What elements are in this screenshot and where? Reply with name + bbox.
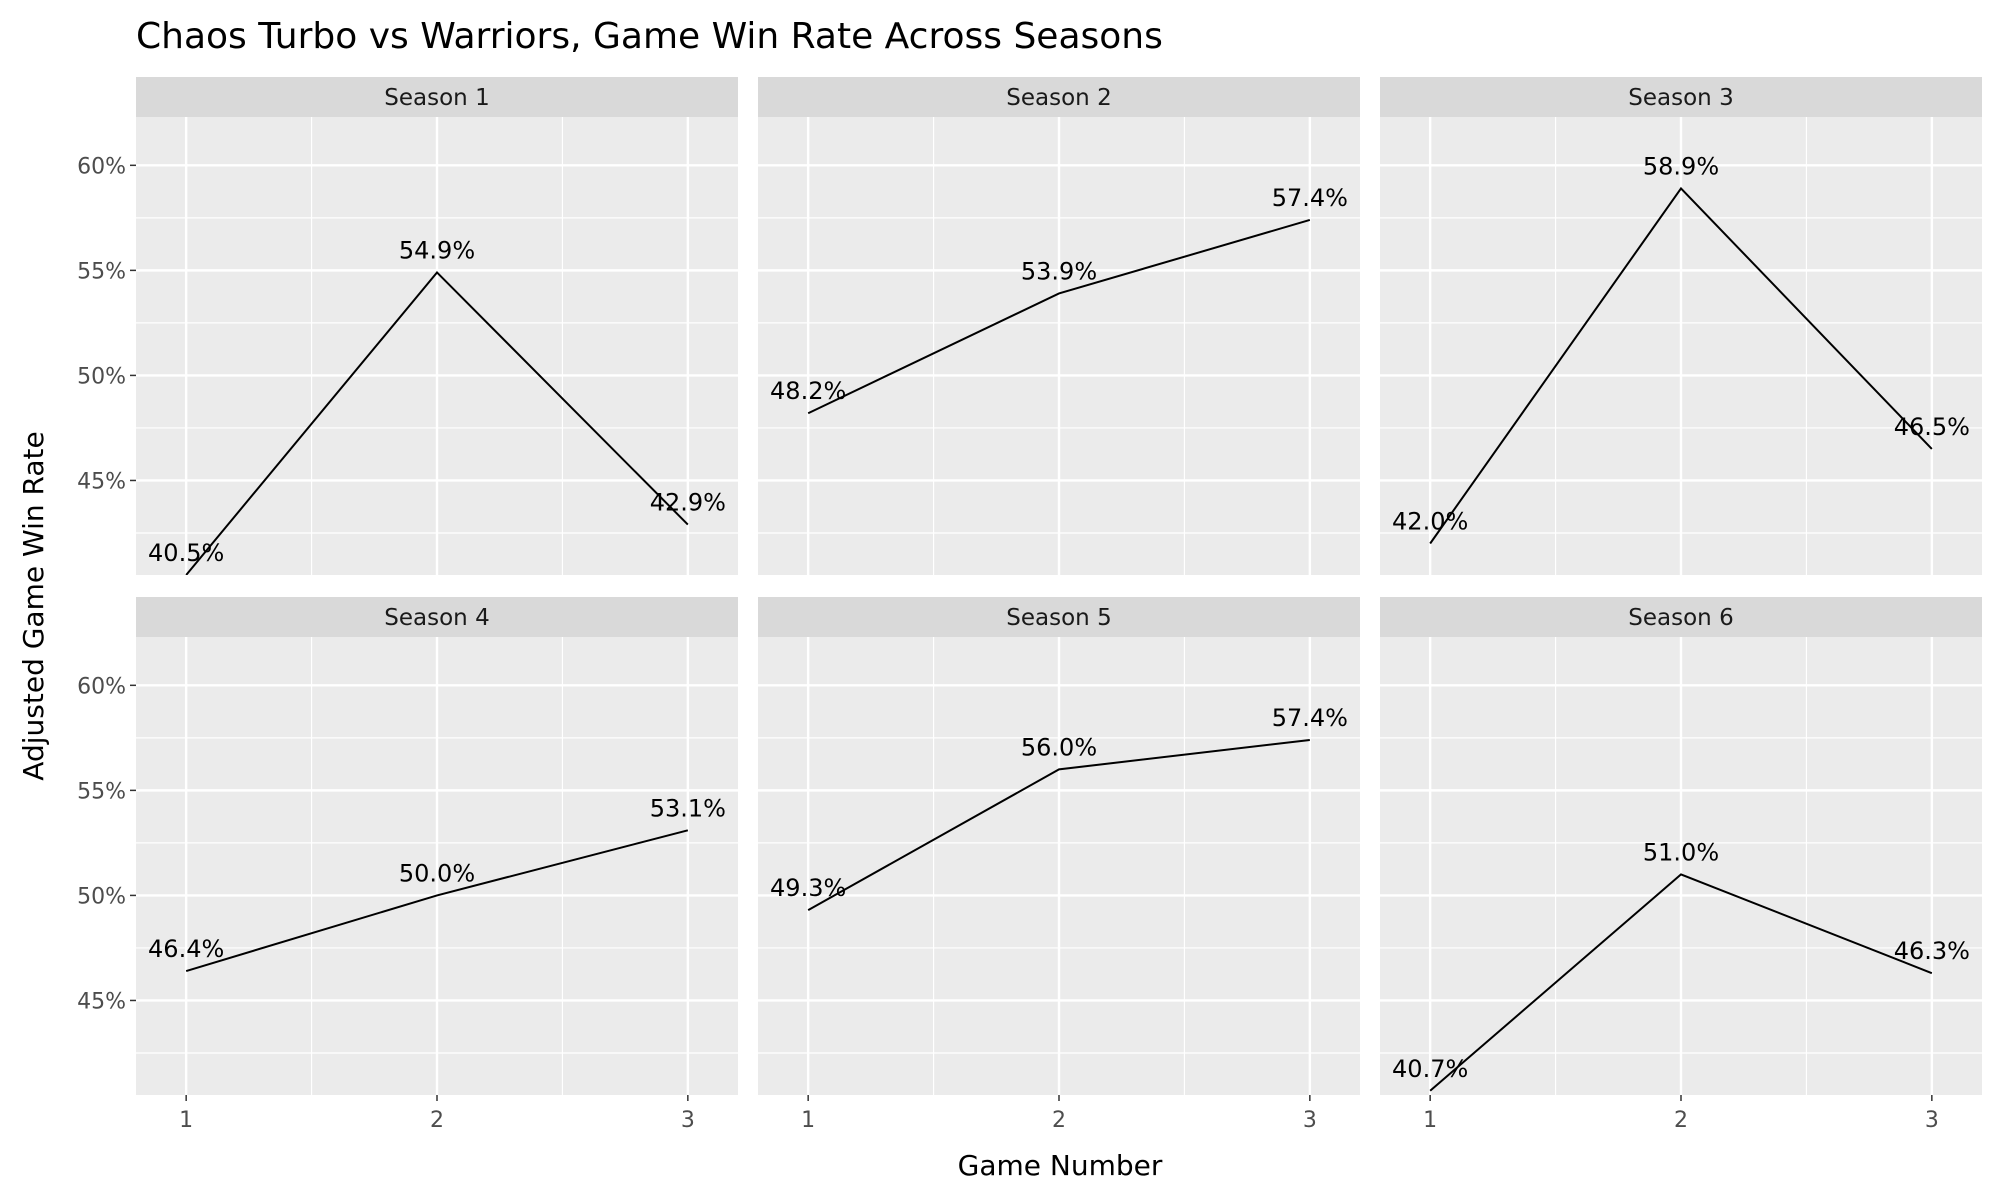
x-tick-label: 2 xyxy=(1052,1108,1066,1133)
facet-strip xyxy=(136,597,738,637)
facet-panel: Season 1 45% 50% 55% 60% 40.5% 54.9% 42.9% xyxy=(77,77,738,575)
facet-panel: Season 5 1 2 3 49.3% 56.0% 57.4% xyxy=(758,597,1360,1133)
data-label: 57.4% xyxy=(1272,704,1348,732)
y-tick-label: 50% xyxy=(77,884,126,909)
facet-panel: Season 4 45% 50% 55% 60% 1 2 3 46.4% 50.0% 53.1% xyxy=(77,597,738,1133)
facet-strip-label: Season 1 xyxy=(384,85,489,111)
data-label: 48.2% xyxy=(770,377,846,405)
y-tick-label: 55% xyxy=(77,259,126,284)
chart-title: Chaos Turbo vs Warriors, Game Win Rate A… xyxy=(136,16,1163,57)
x-tick-label: 3 xyxy=(1925,1108,1939,1133)
x-tick-label: 2 xyxy=(1674,1108,1688,1133)
data-label: 46.4% xyxy=(148,935,224,963)
y-tick-label: 45% xyxy=(77,469,126,494)
data-label: 54.9% xyxy=(399,236,475,264)
facet-strip-label: Season 4 xyxy=(384,605,489,631)
data-label: 46.3% xyxy=(1894,937,1970,965)
y-tick-label: 55% xyxy=(77,779,126,804)
data-label: 53.9% xyxy=(1021,257,1097,285)
facet-panel: Season 2 48.2% 53.9% 57.4% xyxy=(758,77,1360,575)
data-label: 58.9% xyxy=(1643,152,1719,180)
facet-strip xyxy=(758,597,1360,637)
facet-strip-label: Season 3 xyxy=(1628,85,1733,111)
series-line xyxy=(185,270,689,575)
x-tick-label: 1 xyxy=(1423,1108,1437,1133)
data-label: 40.7% xyxy=(1392,1055,1468,1083)
x-tick-label: 3 xyxy=(681,1108,695,1133)
series-line xyxy=(185,829,689,973)
x-tick-label: 1 xyxy=(179,1108,193,1133)
data-label: 51.0% xyxy=(1643,838,1719,866)
x-tick-label: 1 xyxy=(801,1108,815,1133)
data-label: 40.5% xyxy=(148,539,224,567)
facet-panels: Season 145%50%55%60%40.5%54.9%42.9%Seaso… xyxy=(77,77,1982,1133)
data-label: 53.1% xyxy=(650,794,726,822)
facet-panel: Season 6 1 2 3 40.7% 51.0% 46.3% xyxy=(1380,597,1982,1133)
y-tick-label: 60% xyxy=(77,674,126,699)
data-label: 50.0% xyxy=(399,859,475,887)
data-label: 42.9% xyxy=(650,489,726,517)
facet-strip-label: Season 6 xyxy=(1628,605,1733,631)
series-line xyxy=(1429,873,1933,1092)
facet-strip-label: Season 2 xyxy=(1006,85,1111,111)
series-line xyxy=(807,738,1310,911)
data-label: 56.0% xyxy=(1021,733,1097,761)
data-label: 42.0% xyxy=(1392,507,1468,535)
facet-strip xyxy=(758,77,1360,117)
x-tick-label: 3 xyxy=(1303,1108,1317,1133)
y-tick-label: 50% xyxy=(77,364,126,389)
facet-panel: Season 3 42.0% 58.9% 46.5% xyxy=(1380,77,1982,575)
facet-strip xyxy=(1380,77,1982,117)
data-label: 46.5% xyxy=(1894,413,1970,441)
data-label: 57.4% xyxy=(1272,184,1348,212)
y-axis-title: Adjusted Game Win Rate xyxy=(17,431,50,780)
facet-strip xyxy=(1380,597,1982,637)
y-tick-label: 45% xyxy=(77,989,126,1014)
series-line xyxy=(807,218,1311,415)
x-axis-title: Game Number xyxy=(958,1149,1163,1182)
x-tick-label: 2 xyxy=(430,1108,444,1133)
series-line xyxy=(1429,186,1933,545)
data-label: 49.3% xyxy=(770,874,846,902)
facet-strip xyxy=(136,77,738,117)
facet-strip-label: Season 5 xyxy=(1006,605,1111,631)
y-tick-label: 60% xyxy=(77,154,126,179)
